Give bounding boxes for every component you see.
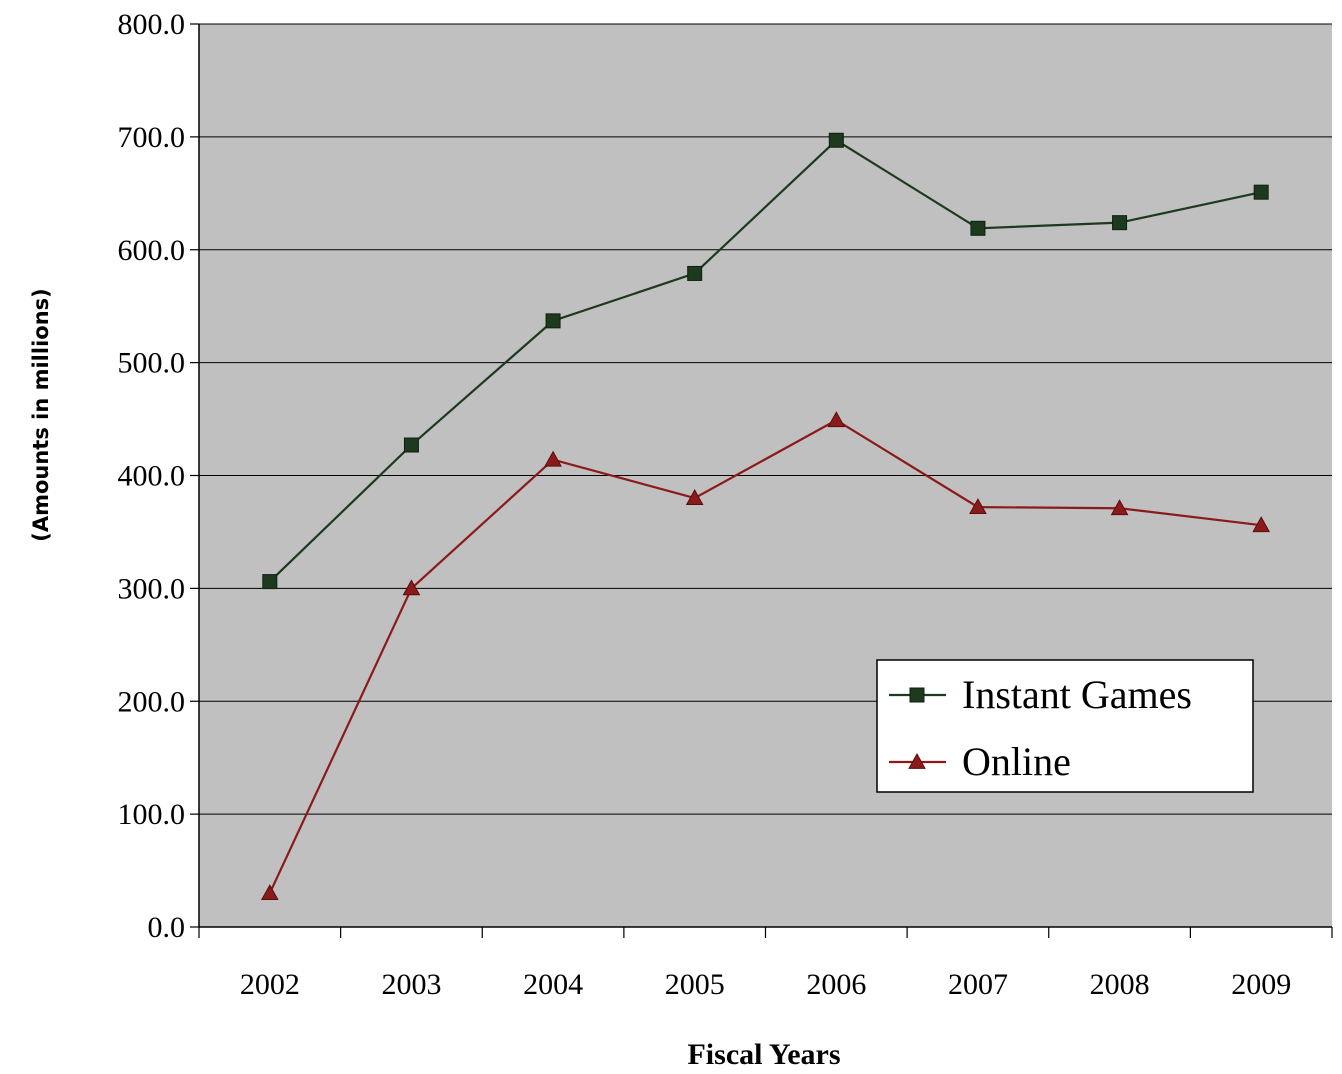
data-point xyxy=(402,579,421,596)
series-line xyxy=(269,138,1262,583)
data-point xyxy=(262,574,278,590)
data-point xyxy=(545,313,561,329)
gridlines xyxy=(199,23,1332,815)
x-tick-label: 2003 xyxy=(381,968,441,1001)
x-tick-label: 2002 xyxy=(240,968,300,1001)
legend-label: Instant Games xyxy=(962,672,1192,717)
y-tick-label: 600.0 xyxy=(118,234,186,267)
x-tick-label: 2004 xyxy=(523,968,583,1001)
data-point xyxy=(1112,215,1128,231)
x-axis-label: Fiscal Years xyxy=(687,1038,840,1071)
x-tick-labels: 2002 2003 2004 2005 2006 2007 2008 2009 xyxy=(240,968,1291,1001)
data-point xyxy=(1110,499,1129,516)
data-point xyxy=(969,498,987,515)
x-tick-label: 2008 xyxy=(1090,968,1150,1001)
data-point xyxy=(970,220,986,236)
y-tick-label: 0.0 xyxy=(148,911,186,944)
axes xyxy=(190,23,1333,938)
y-tick-label: 700.0 xyxy=(118,121,186,154)
data-point xyxy=(685,489,704,505)
y-tick-label: 200.0 xyxy=(118,685,186,718)
y-tick-label: 800.0 xyxy=(118,8,186,41)
series-line xyxy=(268,418,1262,894)
data-point xyxy=(827,411,846,428)
x-tick-label: 2006 xyxy=(806,968,866,1001)
legend-marker xyxy=(908,752,926,769)
data-point xyxy=(828,132,844,148)
x-tick-label: 2005 xyxy=(665,968,725,1001)
y-tick-label: 100.0 xyxy=(118,798,186,831)
y-tick-label: 500.0 xyxy=(118,347,186,380)
data-point xyxy=(1252,516,1271,533)
series-online xyxy=(260,411,1271,901)
legend-label: Online xyxy=(962,739,1071,784)
legend-box xyxy=(876,659,1254,793)
x-tick-label: 2009 xyxy=(1231,968,1291,1001)
data-point xyxy=(403,437,419,453)
legend-marker xyxy=(909,687,925,703)
data-point xyxy=(544,450,562,467)
y-tick-label: 300.0 xyxy=(118,572,186,605)
data-point xyxy=(1253,184,1269,200)
data-point xyxy=(260,884,279,901)
y-axis-label: (Amounts in millions) xyxy=(29,288,53,542)
data-point xyxy=(687,265,703,281)
series-group xyxy=(260,132,1271,901)
legend: Instant Games Online xyxy=(876,659,1254,793)
y-tick-labels: 0.0 100.0 200.0 300.0 400.0 500.0 600.0 700.0 80… xyxy=(118,8,186,944)
x-tick-label: 2007 xyxy=(948,968,1008,1001)
y-tick-label: 400.0 xyxy=(118,460,186,493)
series-instant-games xyxy=(262,132,1269,590)
